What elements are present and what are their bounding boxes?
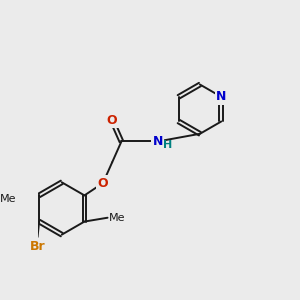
Text: Me: Me [109, 213, 126, 223]
Text: H: H [163, 140, 172, 150]
Text: N: N [216, 90, 226, 103]
Text: Me: Me [0, 194, 16, 204]
Text: Br: Br [30, 240, 45, 253]
Text: O: O [107, 114, 118, 127]
Text: O: O [98, 177, 108, 190]
Text: N: N [152, 135, 163, 148]
